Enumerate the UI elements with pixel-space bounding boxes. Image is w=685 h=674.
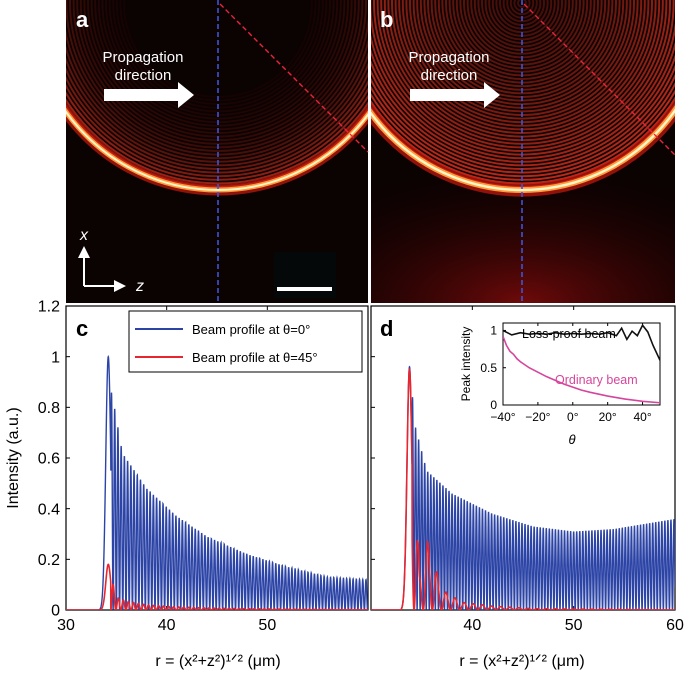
- y-tick-label: 1.2: [38, 299, 60, 316]
- fringe-ring: [517, 0, 527, 8]
- x-tick-label: 60: [666, 617, 684, 634]
- y-tick-label: 1: [51, 349, 60, 366]
- main-lobe-core: [371, 108, 675, 192]
- inset-chart: −40° −20° 0° 20° 40° 0 0.5 1 Loss-proof beam Or…: [454, 312, 668, 450]
- fringe-ring: [69, 0, 367, 152]
- fringe-ring: [412, 0, 632, 113]
- y-tick-label: 0: [490, 398, 497, 412]
- panel-label-c: c: [76, 316, 88, 341]
- main-lobe-core: [66, 110, 368, 191]
- legend-label-theta-0: Beam profile at θ=0°: [192, 322, 310, 337]
- inset-frame: [502, 322, 661, 406]
- fringe-ring: [380, 0, 664, 145]
- fringe-ring: [509, 0, 535, 16]
- x-tick-label: 0°: [567, 410, 579, 424]
- panel-label-a: a: [76, 7, 89, 32]
- inset-series-ordinary: [503, 336, 660, 404]
- x-tick-label: 20°: [599, 410, 617, 424]
- inset-label-ordinary: Ordinary beam: [555, 373, 638, 387]
- inset-axes: −40° −20° 0° 20° 40° 0 0.5 1: [480, 323, 652, 424]
- fringe-ring: [398, 0, 646, 127]
- fringe-ring: [430, 0, 614, 95]
- fringe-ring: [371, 96, 675, 185]
- x-tick-label: −20°: [525, 410, 550, 424]
- y-tick-label: 0.2: [38, 552, 60, 569]
- propagation-label-b-line2: direction: [421, 67, 478, 84]
- fringe-ring: [437, 0, 607, 88]
- fringe-ring: [373, 0, 671, 152]
- panel-b-image: b Propagation direction: [371, 0, 676, 303]
- propagation-label-b-line1: Propagation: [409, 49, 490, 66]
- x-tick-label: 40: [463, 617, 481, 634]
- fringe-ring: [477, 0, 567, 48]
- chart-c-legend: Beam profile at θ=0° Beam profile at θ=4…: [128, 310, 363, 373]
- axis-symbol-x: x: [79, 227, 89, 244]
- chart-c-xlabel: r = (x²+z²)¹ᐟ² (μm): [155, 653, 280, 670]
- y-tick-label: 0.5: [480, 361, 497, 375]
- propagation-arrow-b: [410, 82, 500, 108]
- fringe-ring: [101, 0, 335, 120]
- chart-c-series-theta-45: [66, 563, 368, 610]
- y-tick-label: 0.6: [38, 451, 60, 468]
- fringe-ring: [470, 0, 574, 55]
- fringe-ring: [371, 22, 675, 160]
- chart-c: 30 40 50 0 0.2 0.4 0.6 0.8 1 1.2 c Intensity (a.u…: [5, 299, 369, 670]
- chart-c-axes: 30 40 50 0 0.2 0.4 0.6 0.8 1 1.2: [38, 299, 277, 634]
- inset-ylabel: Peak intensity: [459, 327, 473, 402]
- legend-label-theta-45: Beam profile at θ=45°: [192, 350, 318, 365]
- fringe-ring: [76, 0, 360, 145]
- fringe-ring: [66, 57, 368, 167]
- chart-c-ylabel: Intensity (a.u.): [5, 407, 22, 508]
- chart-d-series-red: [371, 367, 675, 610]
- x-tick-label: 30: [57, 617, 75, 634]
- x-tick-label: 50: [258, 617, 276, 634]
- inset-label-loss-proof: Loss-proof beam: [522, 327, 616, 341]
- chart-d-plot-area: [371, 365, 675, 610]
- y-tick-label: 0.4: [38, 501, 60, 518]
- axis-symbol-z: z: [135, 278, 144, 295]
- fringe-ring: [452, 0, 592, 73]
- chart-c-series-theta-0: [66, 354, 368, 610]
- chart-d: 40 50 60 d r = (x²+z²)¹ᐟ² (μm) −40° −20° 0° 2…: [370, 305, 684, 670]
- y-tick-label: 0.8: [38, 400, 60, 417]
- chart-d-xlabel: r = (x²+z²)¹ᐟ² (μm): [459, 653, 584, 670]
- panel-label-b: b: [380, 7, 393, 32]
- fringe-ring: [66, 28, 368, 160]
- x-tick-label: 40°: [633, 410, 651, 424]
- inset-xlabel: θ: [568, 432, 575, 447]
- fringe-ring: [94, 0, 342, 127]
- y-tick-label: 0: [51, 603, 60, 620]
- inset-background: [454, 312, 668, 450]
- fringe-ring: [405, 0, 639, 120]
- fringe-ring: [484, 0, 560, 41]
- panel-b-red-guide: [523, 3, 676, 156]
- fringe-ring: [502, 0, 542, 23]
- x-tick-label: 40: [158, 617, 176, 634]
- legend-box: [128, 310, 363, 373]
- chart-c-plot-area: [66, 354, 368, 610]
- x-tick-label: −40°: [490, 410, 515, 424]
- y-tick-label: 1: [490, 324, 497, 338]
- fringe-ring: [108, 0, 328, 113]
- panel-label-d: d: [380, 316, 393, 341]
- fringe-ring: [445, 0, 599, 80]
- fringe-ring: [371, 54, 675, 167]
- x-tick-label: 50: [565, 617, 583, 634]
- chart-d-series-blue: [371, 365, 675, 610]
- panel-a-red-guide: [219, 3, 369, 153]
- inset-series-loss-proof: [503, 323, 660, 361]
- scale-bar-box: [274, 252, 336, 298]
- fringe-ring: [66, 98, 368, 185]
- propagation-arrow-a: [104, 82, 194, 108]
- propagation-label-a-line1: Propagation: [103, 49, 184, 66]
- propagation-label-a-line2: direction: [115, 67, 172, 84]
- chart-d-axes: 40 50 60: [371, 305, 684, 634]
- panel-a-image: a Propagation direction x z: [66, 0, 369, 303]
